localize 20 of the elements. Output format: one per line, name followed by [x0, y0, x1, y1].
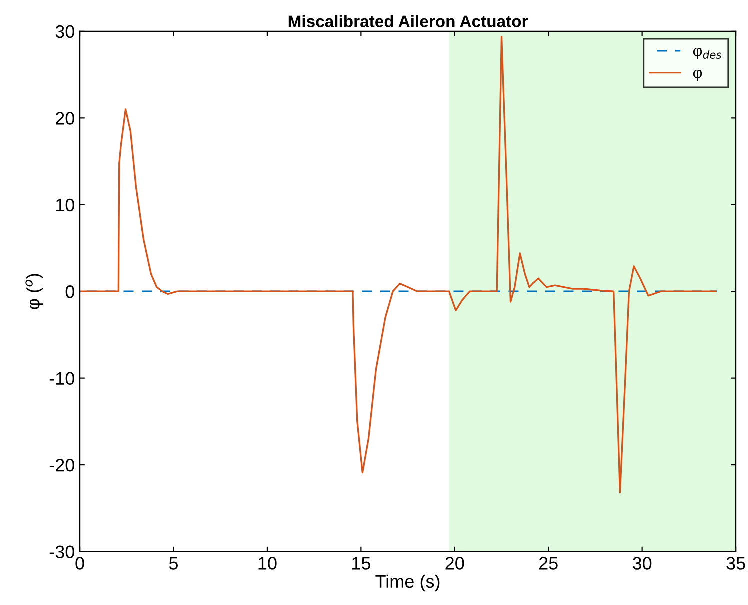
x-tick-label: 5	[169, 557, 178, 570]
x-axis-title: Time (s)	[376, 574, 440, 592]
x-tick-label: 10	[258, 557, 277, 570]
y-axis-title: φ ($^{o}$)	[26, 274, 44, 310]
y-tick-label: 30	[56, 25, 74, 38]
x-tick-label: 25	[539, 557, 558, 570]
y-tick-label: -30	[50, 546, 74, 558]
y-tick-label: -10	[50, 372, 74, 386]
chart-title: Miscalibrated Aileron Actuator	[288, 15, 528, 28]
legend-label: φ	[693, 70, 702, 82]
x-tick-label: 15	[352, 557, 370, 570]
y-tick-label: 0	[66, 286, 74, 298]
x-tick-label: 20	[446, 557, 464, 570]
x-tick-label: 35	[726, 557, 746, 570]
y-tick-label: 20	[56, 112, 74, 125]
y-tick-label: 10	[56, 198, 74, 212]
legend-label: φ$_{des}$	[693, 48, 722, 60]
x-tick-label: 30	[632, 557, 652, 570]
x-tick-label: 0	[76, 557, 84, 570]
y-tick-label: -20	[50, 458, 74, 472]
